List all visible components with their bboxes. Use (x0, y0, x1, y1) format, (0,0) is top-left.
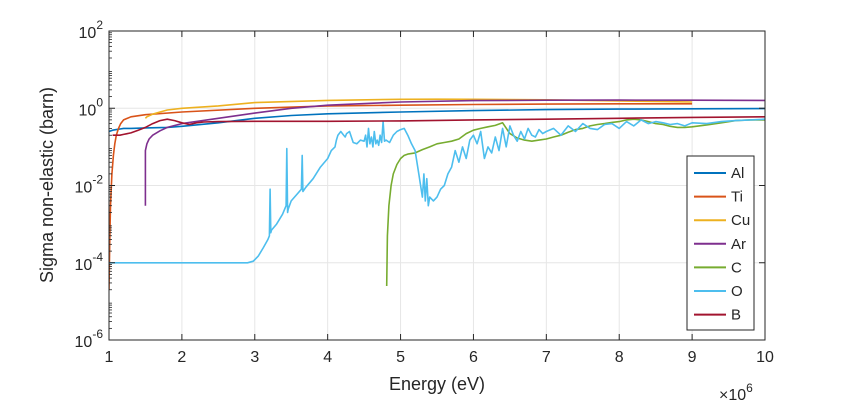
legend-label-ti: Ti (731, 189, 743, 206)
legend-label-cu: Cu (731, 212, 750, 229)
series-line-ar (144, 99, 765, 206)
x-tick-label: 5 (396, 349, 405, 366)
legend: Al Ti Cu Ar COB (686, 155, 755, 331)
series-line-ti (109, 103, 693, 290)
x-axis-label: Energy (eV) (389, 374, 485, 394)
x-tick-label: 6 (469, 349, 478, 366)
x-tick-label: 3 (250, 349, 259, 366)
series-line-al (109, 107, 765, 133)
x-tick-label: 2 (177, 349, 186, 366)
x-scale-label: ×106 (719, 381, 753, 403)
series-line-o (109, 118, 765, 264)
x-tick-label: 4 (323, 349, 332, 366)
legend-label-ar: Ar (731, 236, 746, 253)
legend-label-b: B (731, 307, 741, 324)
axis-ticks: 1 2 3 4 5 6 7 8 9 10 102 100 10-2 10-4 10-6 (75, 18, 774, 366)
series-line-c (385, 118, 765, 287)
x-tick-label: 8 (615, 349, 624, 366)
x-tick-label: 10 (756, 349, 774, 366)
series-layer (109, 98, 765, 290)
legend-label-al: Al (731, 165, 744, 182)
y-axis-label: Sigma non-elastic (barn) (37, 87, 57, 283)
series-line-b (112, 116, 765, 136)
y-tick-label: 102 (79, 18, 104, 42)
y-tick-label: 10-6 (75, 327, 104, 351)
legend-label-o: O (731, 283, 743, 300)
legend-label-c: C (731, 259, 742, 276)
x-tick-label: 1 (105, 349, 114, 366)
y-tick-label: 10-2 (75, 173, 104, 197)
x-tick-label: 7 (542, 349, 551, 366)
y-tick-label: 100 (79, 95, 104, 119)
x-tick-label: 9 (688, 349, 697, 366)
y-tick-label: 10-4 (75, 250, 104, 274)
